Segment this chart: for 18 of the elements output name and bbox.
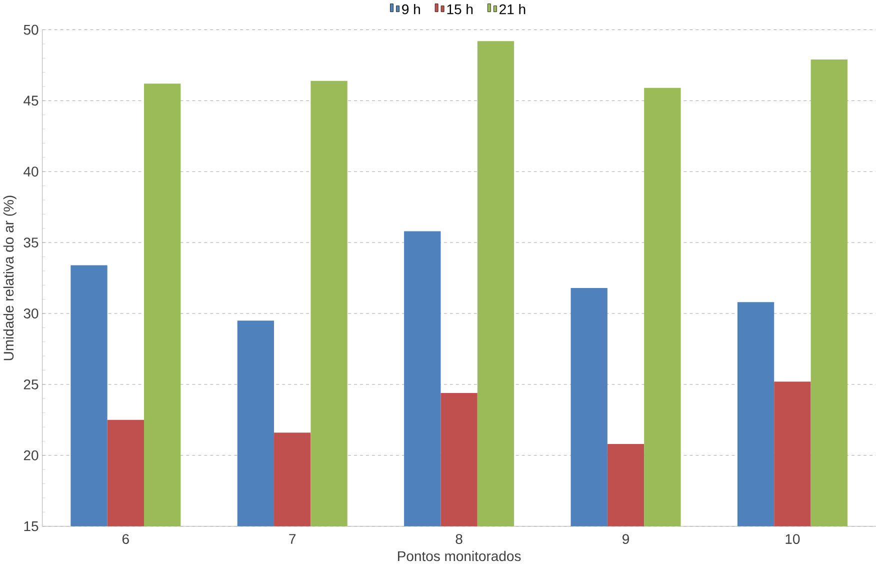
x-tick-label: 6 xyxy=(122,534,129,544)
x-tick-label: 8 xyxy=(456,534,462,544)
x-tick-label: 10 xyxy=(786,534,800,544)
y-tick-label: 20 xyxy=(24,450,38,460)
y-tick-label: 50 xyxy=(24,24,38,34)
x-axis-title: Pontos monitorados xyxy=(398,550,521,561)
y-tick-label: 30 xyxy=(24,308,38,318)
legend-label: 21 h xyxy=(500,4,526,14)
y-tick-label: 25 xyxy=(24,379,38,390)
y-tick-label: 35 xyxy=(24,237,38,248)
y-tick-label: 45 xyxy=(24,96,38,106)
x-tick-label: 7 xyxy=(289,534,296,544)
legend-label: 9 h xyxy=(402,4,420,14)
x-tick-label: 9 xyxy=(622,534,629,544)
y-tick-label: 40 xyxy=(24,166,38,176)
legend-label: 15 h xyxy=(447,4,473,14)
y-axis-title: Umidade relativa do ar (%) xyxy=(3,196,16,360)
y-tick-label: 15 xyxy=(24,521,38,531)
